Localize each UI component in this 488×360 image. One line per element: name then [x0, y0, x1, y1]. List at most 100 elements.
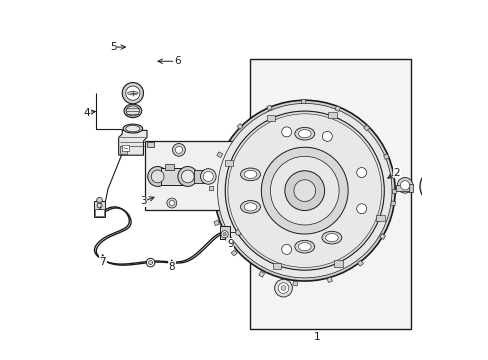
- Circle shape: [400, 181, 409, 190]
- Text: 4: 4: [83, 108, 90, 118]
- Bar: [327, 112, 336, 118]
- Bar: [379, 234, 385, 239]
- Text: 5: 5: [110, 42, 117, 52]
- Circle shape: [146, 258, 155, 267]
- Polygon shape: [119, 130, 147, 155]
- Bar: [224, 160, 233, 166]
- Bar: [147, 142, 154, 147]
- Circle shape: [278, 283, 288, 293]
- Circle shape: [147, 167, 167, 186]
- Ellipse shape: [124, 104, 142, 118]
- Bar: [334, 260, 342, 267]
- Circle shape: [122, 82, 143, 104]
- Ellipse shape: [123, 124, 142, 133]
- Bar: [217, 152, 222, 158]
- Bar: [213, 220, 219, 226]
- Ellipse shape: [294, 127, 314, 140]
- Circle shape: [227, 114, 381, 267]
- Ellipse shape: [244, 170, 256, 179]
- Circle shape: [261, 147, 347, 234]
- Bar: [249, 59, 410, 329]
- Ellipse shape: [298, 243, 310, 251]
- Ellipse shape: [240, 201, 260, 213]
- Bar: [266, 114, 274, 121]
- Circle shape: [214, 100, 394, 281]
- Circle shape: [356, 204, 366, 214]
- Text: 8: 8: [168, 262, 175, 272]
- Circle shape: [97, 197, 102, 203]
- Ellipse shape: [321, 231, 341, 244]
- Ellipse shape: [240, 168, 260, 181]
- Circle shape: [178, 167, 197, 186]
- Circle shape: [166, 198, 177, 208]
- Bar: [292, 281, 297, 286]
- Bar: [258, 271, 264, 277]
- Text: 1: 1: [313, 332, 320, 342]
- Circle shape: [151, 170, 163, 183]
- Circle shape: [281, 244, 291, 255]
- Ellipse shape: [244, 203, 256, 211]
- Ellipse shape: [127, 91, 138, 95]
- Text: 7: 7: [99, 257, 106, 266]
- Bar: [145, 141, 239, 210]
- Bar: [266, 105, 272, 111]
- Circle shape: [423, 176, 426, 179]
- Text: 3: 3: [140, 196, 146, 206]
- Ellipse shape: [419, 174, 435, 199]
- Bar: [120, 145, 126, 154]
- Circle shape: [356, 168, 366, 177]
- Bar: [164, 164, 173, 170]
- Bar: [334, 106, 340, 112]
- Circle shape: [293, 180, 315, 202]
- Ellipse shape: [325, 234, 338, 242]
- Bar: [301, 99, 305, 104]
- Ellipse shape: [422, 177, 432, 195]
- Bar: [194, 170, 208, 183]
- Circle shape: [125, 86, 140, 100]
- Bar: [375, 215, 384, 221]
- Circle shape: [203, 171, 213, 181]
- Bar: [219, 226, 229, 239]
- Bar: [383, 154, 388, 159]
- Circle shape: [172, 144, 185, 156]
- Text: 2: 2: [393, 168, 399, 178]
- Bar: [209, 186, 213, 191]
- Ellipse shape: [294, 240, 314, 253]
- Bar: [94, 201, 105, 217]
- Circle shape: [217, 103, 391, 278]
- Circle shape: [221, 231, 228, 238]
- Bar: [391, 189, 395, 193]
- Bar: [357, 260, 363, 266]
- Circle shape: [322, 131, 332, 141]
- Bar: [363, 125, 369, 131]
- Bar: [395, 185, 409, 191]
- Circle shape: [223, 233, 226, 236]
- Bar: [408, 184, 412, 192]
- Bar: [272, 263, 281, 269]
- Bar: [161, 168, 184, 185]
- Circle shape: [225, 111, 384, 270]
- Ellipse shape: [298, 130, 310, 138]
- Circle shape: [200, 168, 216, 184]
- Circle shape: [148, 260, 152, 265]
- Bar: [237, 123, 243, 130]
- Circle shape: [181, 170, 194, 183]
- Circle shape: [175, 146, 182, 153]
- Ellipse shape: [125, 125, 140, 132]
- Bar: [122, 145, 128, 150]
- Circle shape: [270, 156, 338, 225]
- Bar: [390, 201, 395, 206]
- Text: 9: 9: [226, 239, 233, 249]
- Ellipse shape: [126, 106, 139, 116]
- Circle shape: [285, 171, 324, 211]
- Circle shape: [274, 279, 292, 297]
- Bar: [326, 277, 332, 283]
- Circle shape: [396, 177, 412, 193]
- Circle shape: [281, 127, 291, 137]
- Bar: [95, 210, 103, 216]
- Circle shape: [281, 285, 285, 291]
- Circle shape: [169, 201, 174, 206]
- Circle shape: [235, 230, 241, 235]
- Text: 6: 6: [174, 56, 180, 66]
- Bar: [231, 250, 237, 256]
